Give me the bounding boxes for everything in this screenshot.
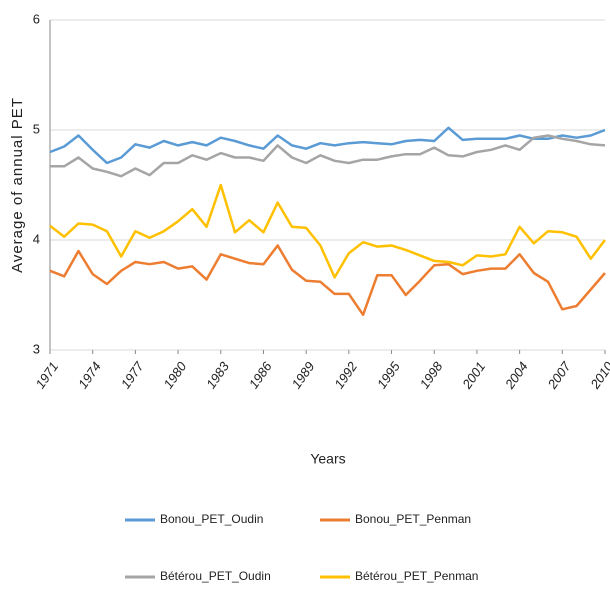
x-tick-label: 2004 xyxy=(501,359,530,392)
y-tick-label: 3 xyxy=(33,341,40,356)
series-line xyxy=(50,134,606,178)
series-line xyxy=(49,126,606,165)
y-axis-label: Average of annual PET xyxy=(9,97,26,273)
x-tick-label: 1977 xyxy=(118,358,147,391)
series-line xyxy=(49,183,606,279)
x-tick-label: 2007 xyxy=(544,358,574,392)
y-tick-label: 6 xyxy=(33,11,40,26)
y-tick-label: 5 xyxy=(33,121,40,136)
y-tick-label: 4 xyxy=(33,231,40,246)
x-tick-label: 2001 xyxy=(459,359,488,392)
legend-label: Bonou_PET_Penman xyxy=(355,512,471,526)
x-tick-label: 1974 xyxy=(75,359,104,391)
series-line xyxy=(49,244,606,317)
x-tick-label: 1983 xyxy=(203,358,232,391)
legend-label: Bonou_PET_Oudin xyxy=(160,512,263,526)
x-tick-label: 1971 xyxy=(32,359,61,391)
x-tick-label: 1995 xyxy=(374,358,403,391)
x-tick-label: 1989 xyxy=(289,359,318,391)
x-tick-label: 2010 xyxy=(587,358,610,392)
x-tick-label: 1992 xyxy=(331,358,360,391)
legend-label: Bétérou_PET_Penman xyxy=(355,569,478,583)
x-tick-label: 1998 xyxy=(417,358,446,391)
x-tick-label: 1980 xyxy=(160,358,189,391)
legend-label: Bétérou_PET_Oudin xyxy=(160,569,271,583)
x-axis-label: Years xyxy=(310,451,345,467)
x-tick-label: 1986 xyxy=(246,358,275,391)
